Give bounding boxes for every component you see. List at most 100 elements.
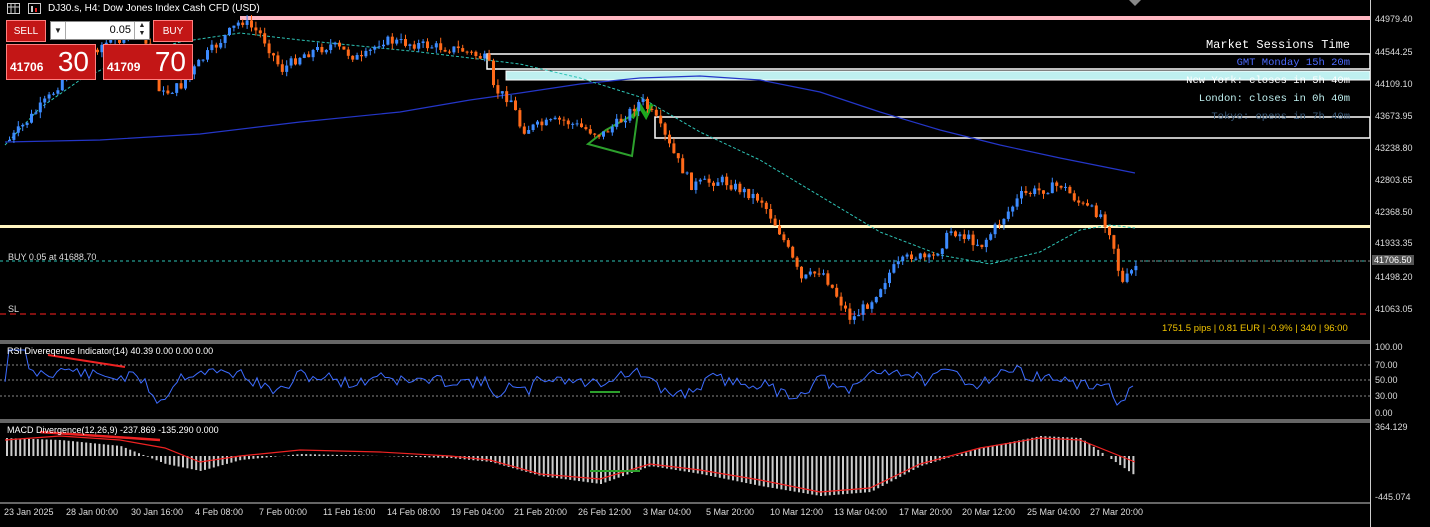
candle-body <box>654 109 658 116</box>
macd-bar <box>639 456 642 470</box>
macd-bar <box>960 453 963 456</box>
macd-bar <box>287 455 290 456</box>
candle-body <box>800 266 803 279</box>
candle-body <box>38 102 42 113</box>
macd-bar <box>1097 449 1100 456</box>
time-label: 28 Jan 00:00 <box>66 507 119 517</box>
candle-body <box>179 83 183 89</box>
macd-bar <box>982 447 985 456</box>
candle-body <box>782 234 786 241</box>
candle-body <box>52 93 55 95</box>
chart-type-icon[interactable] <box>28 3 41 14</box>
macd-bar <box>1053 436 1056 456</box>
time-label: 10 Mar 12:00 <box>770 507 824 517</box>
price-axis[interactable]: 44979.40 44544.25 44109.10 43673.95 4323… <box>1370 0 1430 527</box>
candle-body <box>96 49 99 53</box>
macd-bar <box>727 456 730 480</box>
candle-body <box>487 53 491 61</box>
candle-body <box>434 43 438 48</box>
zone-box-3 <box>654 116 1370 139</box>
candle-body <box>650 108 654 110</box>
macd-bar <box>32 438 35 456</box>
macd-axis-label: 364.129 <box>1375 422 1408 432</box>
macd-bar <box>714 456 717 477</box>
candle-body <box>967 234 971 240</box>
candle-body <box>320 46 324 53</box>
macd-bar <box>353 455 356 456</box>
candle-body <box>122 39 126 43</box>
macd-bar <box>925 456 928 465</box>
lot-spinner-icon[interactable]: ▲ ▼ <box>134 22 149 39</box>
macd-bar <box>622 456 624 477</box>
macd-bar <box>793 456 796 492</box>
buy-button[interactable]: BUY <box>153 20 193 42</box>
sell-price-small: 41706 <box>10 60 44 74</box>
sessions-london: London: closes in 0h 40m <box>1198 93 1350 105</box>
macd-bar <box>1110 456 1113 460</box>
candle-body <box>914 258 918 260</box>
macd-bar <box>186 456 189 469</box>
macd-bar <box>58 439 61 456</box>
macd-bar <box>6 438 8 456</box>
candle-body <box>976 244 979 246</box>
macd-bar <box>657 456 660 468</box>
candle-body <box>342 46 346 50</box>
candle-body <box>338 42 341 47</box>
macd-bar <box>965 452 968 456</box>
candle-body <box>826 273 830 285</box>
macd-bar <box>1000 443 1003 456</box>
sell-price-box[interactable]: 41706 30 <box>6 44 96 80</box>
candle-body <box>1081 202 1085 204</box>
macd-bar <box>36 439 39 456</box>
menu-icon[interactable] <box>7 3 20 14</box>
candle-body <box>34 112 38 114</box>
macd-bar <box>327 454 330 456</box>
macd-bar <box>991 445 994 456</box>
lot-size-input[interactable]: ▼ 0.05 ▲ ▼ <box>50 21 150 40</box>
macd-bar <box>899 456 902 477</box>
macd-bar <box>736 456 739 482</box>
candle-body <box>866 304 869 309</box>
macd-bar <box>1013 441 1016 456</box>
macd-bar <box>1079 437 1082 456</box>
candle-body <box>201 59 205 61</box>
macd-bar <box>740 456 743 483</box>
macd-bar <box>19 438 22 456</box>
time-label: 20 Mar 12:00 <box>962 507 1016 517</box>
macd-title: MACD Divergence(12,26,9) -237.869 -135.2… <box>7 425 219 435</box>
one-click-trading-panel: SELL ▼ 0.05 ▲ ▼ BUY 41706 30 41709 70 <box>6 20 193 80</box>
chart-shift-icon[interactable] <box>1129 0 1141 7</box>
macd-bar <box>745 456 748 484</box>
stop-loss-label: SL <box>8 304 20 314</box>
price-label: 44544.25 <box>1375 47 1413 57</box>
macd-bar <box>824 456 827 496</box>
macd-bar <box>507 456 510 467</box>
candle-body <box>1046 193 1050 195</box>
candle-body <box>1108 227 1111 236</box>
sessions-gmt: GMT Monday 15h 20m <box>1236 57 1350 69</box>
candle-body <box>272 53 275 56</box>
chart-titlebar: DJ30.s, H4: Dow Jones Index Cash CFD (US… <box>0 0 1370 18</box>
candle-body <box>549 119 553 121</box>
candle-body <box>1006 211 1010 219</box>
macd-bar <box>138 453 140 456</box>
macd-bar <box>190 456 193 470</box>
macd-bar <box>604 456 607 483</box>
macd-bar <box>331 454 334 456</box>
candle-body <box>874 296 878 303</box>
candle-body <box>804 274 808 279</box>
buy-price-box[interactable]: 41709 70 <box>103 44 193 80</box>
sell-button[interactable]: SELL <box>6 20 46 42</box>
macd-bar <box>846 456 849 494</box>
macd-bar <box>10 438 13 456</box>
lot-dropdown-icon[interactable]: ▼ <box>51 22 66 39</box>
macd-bar <box>595 456 598 484</box>
candle-body <box>830 284 834 288</box>
price-chart[interactable] <box>0 0 1370 527</box>
macd-bar <box>802 456 805 494</box>
macd-bar <box>129 449 132 456</box>
lot-size-value[interactable]: 0.05 <box>109 24 131 36</box>
macd-bar <box>437 456 440 458</box>
candle-body <box>1112 235 1116 249</box>
macd-bar <box>516 456 519 470</box>
